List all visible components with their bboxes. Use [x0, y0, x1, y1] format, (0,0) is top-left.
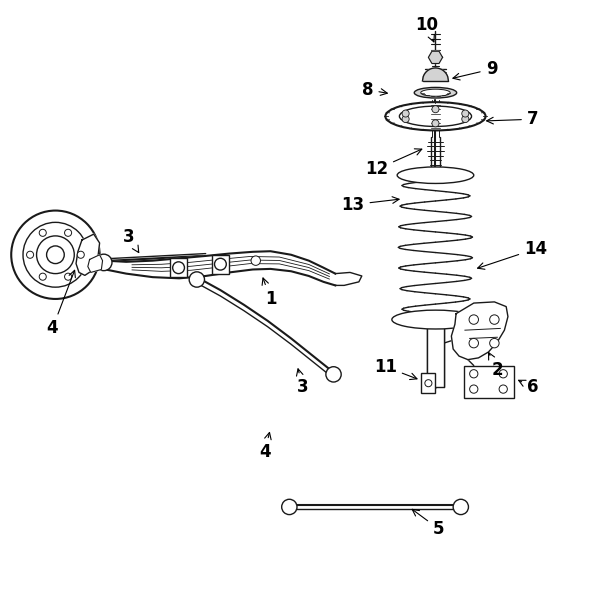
- Circle shape: [489, 339, 499, 348]
- Polygon shape: [106, 251, 335, 285]
- Polygon shape: [88, 255, 103, 272]
- Ellipse shape: [421, 89, 450, 96]
- Circle shape: [173, 262, 185, 274]
- Text: 4: 4: [47, 271, 75, 337]
- Text: 7: 7: [486, 110, 539, 128]
- Circle shape: [432, 106, 439, 112]
- Text: 14: 14: [478, 240, 547, 269]
- Polygon shape: [428, 52, 443, 63]
- Circle shape: [37, 236, 74, 274]
- Ellipse shape: [397, 167, 474, 184]
- Circle shape: [189, 272, 204, 287]
- Circle shape: [65, 273, 72, 280]
- Circle shape: [77, 251, 84, 258]
- Circle shape: [432, 120, 439, 127]
- Circle shape: [23, 223, 88, 287]
- Circle shape: [251, 256, 260, 265]
- Text: 4: 4: [259, 433, 271, 461]
- Text: 13: 13: [342, 196, 399, 214]
- Text: 3: 3: [124, 228, 139, 253]
- Bar: [211, 255, 229, 274]
- Circle shape: [11, 211, 100, 299]
- Circle shape: [65, 229, 72, 236]
- Circle shape: [489, 315, 499, 324]
- Circle shape: [282, 499, 297, 514]
- Bar: [421, 372, 435, 393]
- Bar: [170, 258, 187, 277]
- Circle shape: [499, 385, 507, 393]
- Ellipse shape: [386, 102, 485, 130]
- Bar: [427, 320, 444, 387]
- Circle shape: [27, 251, 34, 258]
- Circle shape: [469, 315, 479, 324]
- Text: 8: 8: [362, 81, 387, 99]
- Text: 5: 5: [412, 509, 444, 538]
- Circle shape: [425, 379, 432, 387]
- Circle shape: [39, 273, 46, 280]
- Circle shape: [470, 369, 478, 378]
- Ellipse shape: [414, 88, 457, 98]
- Polygon shape: [451, 302, 508, 359]
- Text: 1: 1: [262, 278, 276, 308]
- Circle shape: [96, 254, 112, 271]
- Circle shape: [214, 258, 226, 270]
- Text: 10: 10: [415, 16, 438, 42]
- Text: 6: 6: [519, 378, 538, 396]
- Text: 2: 2: [489, 353, 503, 379]
- Circle shape: [470, 385, 478, 393]
- Polygon shape: [76, 234, 100, 275]
- Circle shape: [453, 499, 469, 514]
- Ellipse shape: [392, 310, 479, 329]
- Circle shape: [46, 246, 64, 263]
- Circle shape: [469, 339, 479, 348]
- Circle shape: [462, 115, 469, 123]
- Circle shape: [326, 366, 341, 382]
- Circle shape: [462, 110, 469, 117]
- Text: 3: 3: [296, 369, 309, 396]
- Polygon shape: [422, 68, 448, 81]
- Circle shape: [402, 110, 409, 117]
- Circle shape: [402, 115, 409, 123]
- Circle shape: [39, 229, 46, 236]
- Polygon shape: [335, 272, 362, 285]
- Text: 9: 9: [453, 60, 497, 80]
- Text: 11: 11: [374, 358, 417, 379]
- Circle shape: [499, 369, 507, 378]
- Bar: [464, 365, 514, 398]
- Text: 12: 12: [365, 149, 422, 178]
